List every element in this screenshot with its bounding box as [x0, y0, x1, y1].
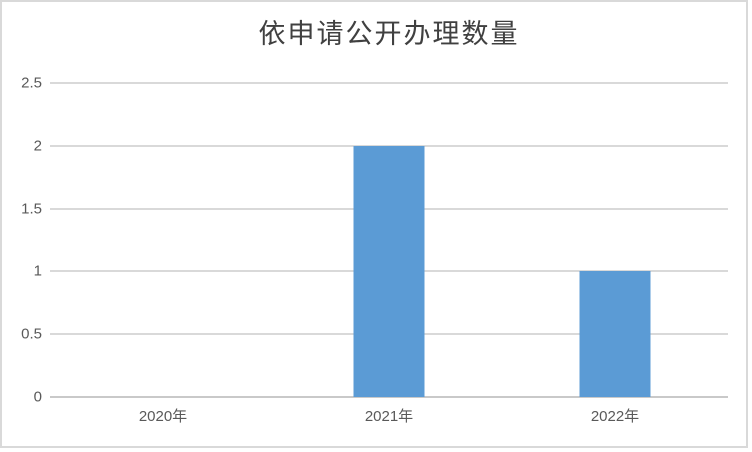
x-axis-line [50, 396, 728, 398]
y-tick-label: 0 [33, 388, 42, 406]
x-axis: 2020年 2021年 2022年 [50, 407, 728, 431]
x-tick-label: 2022年 [590, 408, 640, 425]
chart-title: 依申请公开办理数量 [258, 19, 520, 49]
bar-2021年 [353, 145, 425, 397]
y-tick-label: 1 [33, 262, 42, 280]
y-tick-label: 0.5 [21, 325, 42, 343]
x-tick-label: 2020年 [138, 408, 188, 425]
y-tick-label: 1.5 [21, 200, 42, 218]
plot-area [50, 82, 728, 398]
gridline [50, 82, 728, 84]
x-tick-label: 2021年 [364, 408, 414, 425]
y-tick-label: 2.5 [21, 74, 42, 92]
bar-2022年 [579, 271, 651, 397]
y-tick-label: 2 [33, 137, 42, 155]
y-axis: 0 0.5 1 1.5 2 2.5 [2, 76, 42, 405]
